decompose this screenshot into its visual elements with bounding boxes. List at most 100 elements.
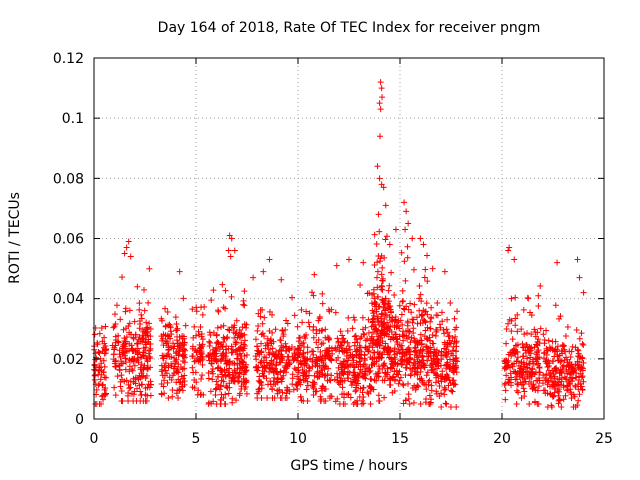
data-point — [428, 315, 434, 321]
data-point — [230, 347, 236, 353]
data-point — [575, 398, 581, 404]
data-point — [283, 390, 289, 396]
data-point — [233, 397, 239, 403]
data-point — [563, 333, 569, 339]
data-point — [416, 283, 422, 289]
data-point — [180, 295, 186, 301]
data-point — [269, 386, 275, 392]
data-point — [344, 392, 350, 398]
data-point — [531, 326, 537, 332]
data-point — [165, 395, 171, 401]
data-point — [351, 314, 357, 320]
data-point — [429, 383, 435, 389]
data-point — [434, 300, 440, 306]
data-point — [411, 400, 417, 406]
data-point — [404, 365, 410, 371]
x-tick-label: 25 — [595, 431, 613, 447]
data-point — [207, 340, 213, 346]
data-point — [379, 94, 385, 100]
data-point — [415, 321, 421, 327]
data-point — [304, 387, 310, 393]
data-point — [377, 100, 383, 106]
data-point — [418, 332, 424, 338]
data-point — [408, 371, 414, 377]
data-point — [352, 317, 358, 323]
data-point — [222, 401, 228, 407]
x-tick-label: 15 — [391, 431, 409, 447]
x-tick-label: 0 — [90, 431, 99, 447]
data-point — [377, 175, 383, 181]
data-point — [558, 404, 564, 410]
data-point — [243, 325, 249, 331]
data-point — [210, 287, 216, 293]
data-point — [418, 401, 424, 407]
data-point — [352, 388, 358, 394]
data-point — [407, 401, 413, 407]
data-point — [376, 392, 382, 398]
data-point — [405, 220, 411, 226]
data-point — [208, 297, 214, 303]
data-point — [92, 373, 98, 379]
data-point — [232, 248, 238, 254]
data-point — [338, 328, 344, 334]
data-point — [97, 331, 103, 337]
data-point — [190, 370, 196, 376]
data-point — [549, 404, 555, 410]
data-point — [298, 394, 304, 400]
data-point — [443, 400, 449, 406]
data-point — [556, 389, 562, 395]
data-point — [305, 398, 311, 404]
data-point — [253, 356, 259, 362]
data-point — [375, 269, 381, 275]
data-point — [206, 339, 212, 345]
data-point — [163, 367, 169, 373]
data-point — [579, 374, 585, 380]
data-point — [422, 266, 428, 272]
data-point — [420, 242, 426, 248]
data-point — [143, 319, 149, 325]
data-point — [386, 288, 392, 294]
data-point — [115, 373, 121, 379]
data-point — [142, 308, 148, 314]
data-point — [222, 288, 228, 294]
data-point — [512, 295, 518, 301]
data-point — [360, 385, 366, 391]
data-point — [391, 292, 397, 298]
data-point — [119, 388, 125, 394]
data-point — [117, 316, 123, 322]
data-point — [309, 289, 315, 295]
data-point — [96, 381, 102, 387]
data-point — [229, 294, 235, 300]
data-point — [310, 293, 316, 299]
data-point — [147, 347, 153, 353]
data-point — [541, 387, 547, 393]
data-point — [130, 398, 136, 404]
data-point — [411, 302, 417, 308]
data-point — [254, 328, 260, 334]
data-point — [400, 288, 406, 294]
data-point — [200, 312, 206, 318]
data-point — [119, 274, 125, 280]
data-point — [99, 325, 105, 331]
data-point — [266, 257, 272, 263]
data-point — [510, 336, 516, 342]
data-point — [137, 388, 143, 394]
data-point — [376, 229, 382, 235]
data-point — [214, 333, 220, 339]
data-point — [368, 401, 374, 407]
data-point — [577, 275, 583, 281]
data-point — [521, 331, 527, 337]
y-tick-label: 0.12 — [53, 51, 84, 67]
data-point — [549, 339, 555, 345]
data-point — [377, 133, 383, 139]
data-point — [164, 380, 170, 386]
data-point — [565, 324, 571, 330]
data-point — [215, 309, 221, 315]
x-tick-label: 5 — [192, 431, 201, 447]
data-point — [271, 375, 277, 381]
data-point — [396, 381, 402, 387]
data-point — [379, 265, 385, 271]
data-point — [382, 236, 388, 242]
data-point — [112, 311, 118, 317]
data-point — [363, 338, 369, 344]
